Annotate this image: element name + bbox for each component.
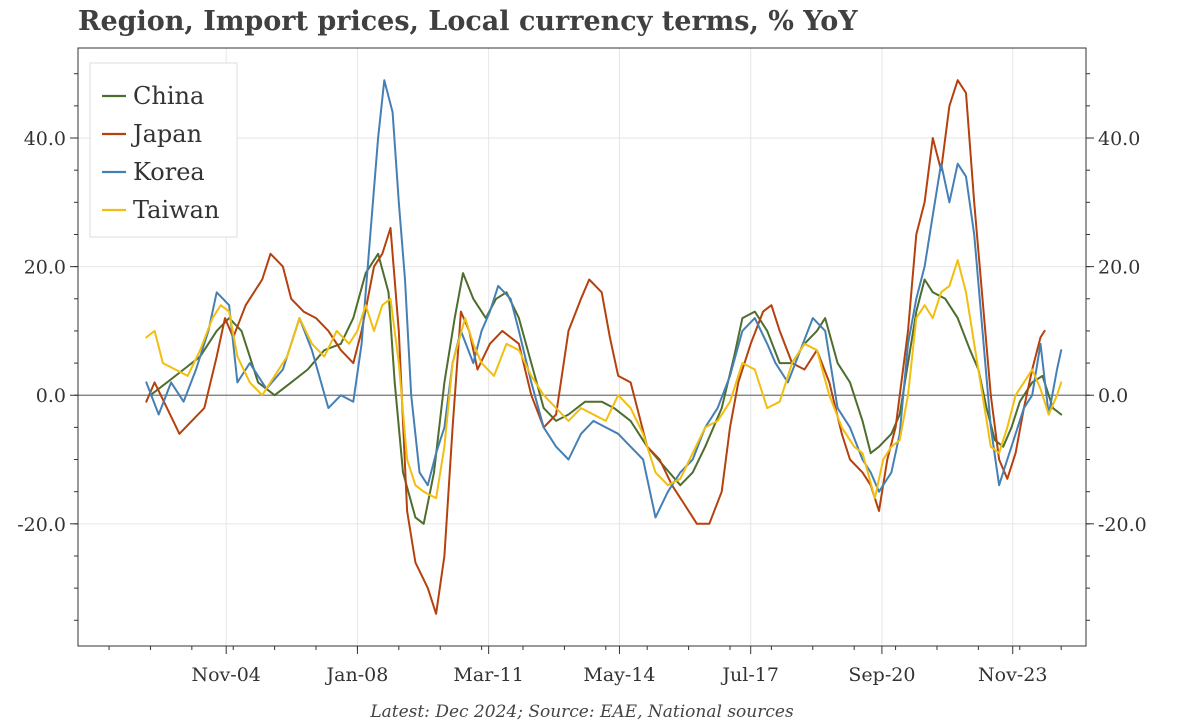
x-axis: Nov-04 Jan-08 Mar-11 May-14 Jul-17 Sep-20 Nov-… xyxy=(108,646,1062,686)
series-line-china xyxy=(149,252,1063,525)
legend-label-korea: Korea xyxy=(133,158,205,186)
x-tick-label: Sep-20 xyxy=(848,664,915,686)
y-tick-label-right: 20.0 xyxy=(1098,257,1140,279)
legend-label-china: China xyxy=(133,82,204,110)
x-tick-label: Jul-17 xyxy=(720,664,779,686)
series-line-taiwan xyxy=(145,259,1063,500)
axes-layer xyxy=(77,47,1087,647)
legend: China Japan Korea Taiwan xyxy=(89,62,238,238)
chart-caption: Latest: Dec 2024; Source: EAE, National … xyxy=(370,702,794,722)
legend-label-japan: Japan xyxy=(130,120,202,148)
chart-title: Region, Import prices, Local currency te… xyxy=(78,6,858,37)
x-tick-label: Nov-23 xyxy=(978,664,1047,686)
y-tick-label-left: 20.0 xyxy=(24,257,66,279)
y-tick-label-right: -20.0 xyxy=(1098,514,1147,536)
y-tick-label-right: 0.0 xyxy=(1098,385,1128,407)
legend-label-taiwan: Taiwan xyxy=(133,196,219,224)
series-line-japan xyxy=(145,79,1046,615)
x-tick-label: Nov-04 xyxy=(191,664,260,686)
x-tick-label: May-14 xyxy=(583,664,655,686)
series-line-korea xyxy=(145,79,1063,519)
x-tick-label: Mar-11 xyxy=(453,664,523,686)
legend-box xyxy=(89,62,238,238)
series-layer xyxy=(145,79,1063,615)
y-tick-label-left: 0.0 xyxy=(36,385,66,407)
y-tick-label-right: 40.0 xyxy=(1098,128,1140,150)
chart-svg: Nov-04 Jan-08 Mar-11 May-14 Jul-17 Sep-20 Nov-… xyxy=(17,47,1147,686)
plot-frame xyxy=(77,47,1087,647)
y-axis-left: -20.0 0.0 20.0 40.0 xyxy=(17,73,78,621)
y-tick-label-left: -20.0 xyxy=(17,514,66,536)
y-tick-label-left: 40.0 xyxy=(24,128,66,150)
y-axis-right: -20.0 0.0 20.0 40.0 xyxy=(1086,73,1147,621)
x-tick-label: Jan-08 xyxy=(325,664,389,686)
